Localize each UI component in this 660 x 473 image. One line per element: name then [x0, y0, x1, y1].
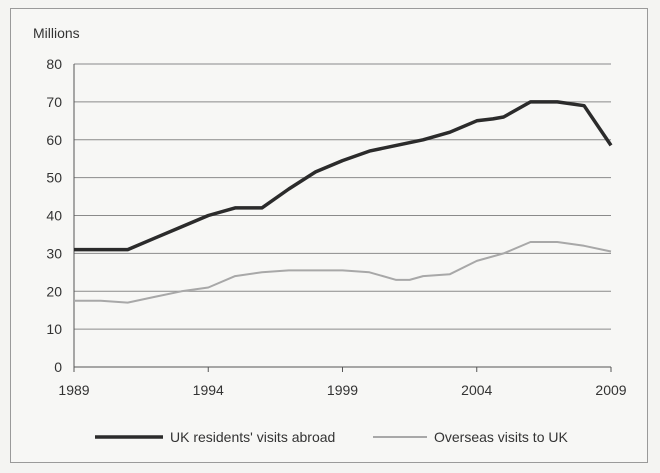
y-axis-unit-label: Millions — [33, 25, 80, 41]
y-tick-label-20: 20 — [46, 283, 62, 299]
legend-label-2: Overseas visits to UK — [434, 429, 568, 445]
x-tick-label-1994: 1994 — [193, 382, 224, 398]
x-tick-label-2009: 2009 — [595, 382, 626, 398]
x-tick-label-2004: 2004 — [461, 382, 492, 398]
x-tick-label-1989: 1989 — [58, 382, 89, 398]
y-tick-label-60: 60 — [46, 132, 62, 148]
x-tick-label-1999: 1999 — [327, 382, 358, 398]
y-tick-label-70: 70 — [46, 94, 62, 110]
series-line-2 — [74, 241, 612, 304]
legend-label-1: UK residents' visits abroad — [170, 429, 335, 445]
series-lines — [74, 100, 613, 304]
series-line-1 — [74, 100, 613, 252]
y-tick-label-0: 0 — [54, 359, 62, 375]
y-tick-label-10: 10 — [46, 321, 62, 337]
y-tick-label-40: 40 — [46, 208, 62, 224]
y-tick-label-50: 50 — [46, 170, 62, 186]
axes — [73, 64, 612, 372]
y-tick-label-80: 80 — [46, 56, 62, 72]
y-tick-label-30: 30 — [46, 245, 62, 261]
tick-labels: 0 10 20 30 40 50 60 70 80 1989 1994 1999 2004 2009 — [46, 56, 626, 398]
chart-frame — [10, 8, 648, 463]
grid-lines — [74, 63, 611, 330]
legend: UK residents' visits abroad Overseas visi… — [95, 429, 568, 445]
